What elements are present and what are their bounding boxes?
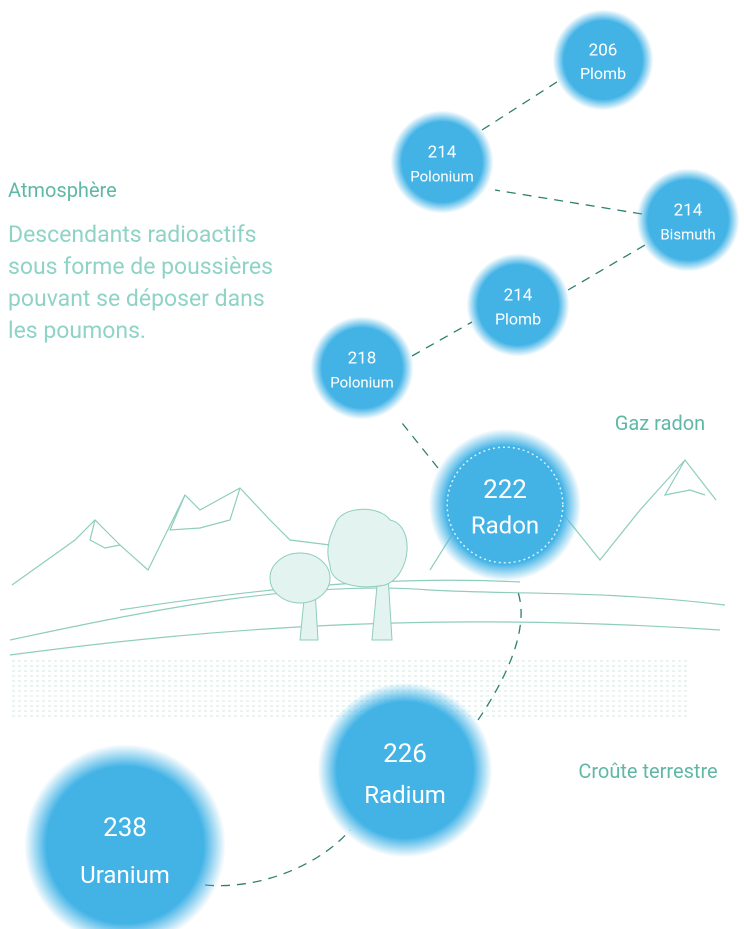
connector bbox=[477, 591, 522, 721]
node-name: Uranium bbox=[80, 861, 170, 889]
node-number: 222 bbox=[483, 475, 527, 505]
node-circle bbox=[24, 744, 226, 929]
hill-line bbox=[9, 587, 726, 641]
snow-cap bbox=[89, 519, 121, 549]
node-circle bbox=[466, 253, 570, 357]
node-number: 226 bbox=[383, 739, 427, 769]
zone-label: Croûte terrestre bbox=[578, 759, 717, 783]
node-number: 214 bbox=[504, 285, 533, 305]
zone-label: Gaz radon bbox=[615, 411, 705, 435]
tree-crown bbox=[327, 508, 408, 588]
description-line: pouvant se déposer dans bbox=[8, 285, 265, 312]
section-title: Atmosphère bbox=[8, 178, 117, 202]
node-name: Polonium bbox=[330, 373, 393, 391]
node-circle bbox=[636, 168, 740, 272]
node-circle bbox=[552, 9, 654, 111]
snow-cap bbox=[663, 459, 706, 496]
description-line: sous forme de poussières bbox=[8, 253, 273, 280]
hill-line bbox=[9, 621, 721, 656]
node-circle bbox=[317, 682, 493, 858]
node-name: Plomb bbox=[580, 64, 626, 83]
node-number: 238 bbox=[103, 813, 147, 843]
node-circle bbox=[390, 110, 494, 214]
node-number: 218 bbox=[348, 348, 377, 368]
connector bbox=[397, 417, 439, 469]
node-name: Plomb bbox=[495, 309, 541, 328]
connector bbox=[481, 79, 561, 131]
node-number: 214 bbox=[428, 142, 457, 162]
node-number: 206 bbox=[589, 41, 618, 61]
node-name: Polonium bbox=[410, 167, 473, 185]
landscape bbox=[9, 459, 726, 720]
snow-cap bbox=[169, 487, 241, 531]
nodes: 206 Plomb 214 Polonium 214 Bismuth 214 Plomb 218… bbox=[24, 9, 740, 929]
tree-crown bbox=[269, 552, 331, 604]
description-line: Descendants radioactifs bbox=[8, 221, 256, 248]
description-line: les poumons. bbox=[8, 317, 146, 344]
connector bbox=[494, 189, 643, 215]
node-circle bbox=[428, 428, 582, 582]
connectors bbox=[204, 79, 646, 887]
node-ring bbox=[446, 446, 564, 564]
connector bbox=[411, 321, 473, 357]
connector bbox=[204, 829, 351, 887]
node-name: Radium bbox=[364, 781, 446, 809]
node-number: 214 bbox=[674, 200, 703, 220]
node-circle bbox=[310, 316, 414, 420]
node-name: Bismuth bbox=[660, 225, 715, 243]
connector bbox=[567, 244, 646, 291]
node-name: Radon bbox=[471, 512, 539, 540]
